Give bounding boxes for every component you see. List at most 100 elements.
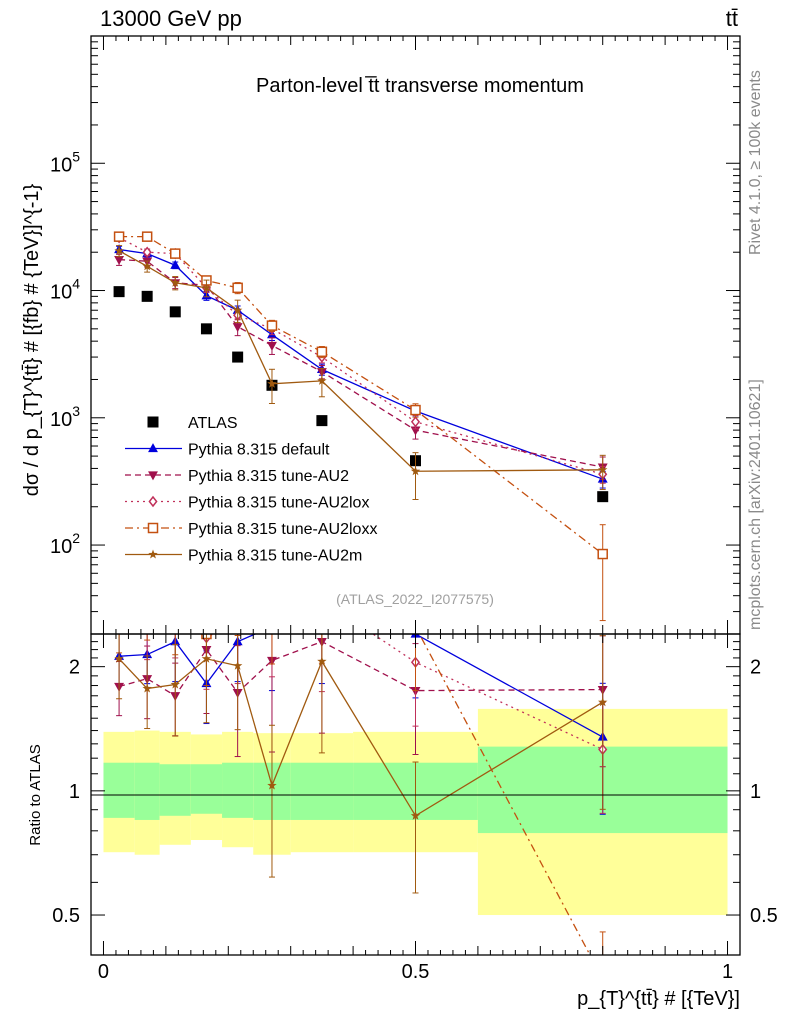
plot-title: Parton-level t̅t transverse momentum xyxy=(256,75,584,97)
ratio-series-pythia-8-315-tune-au2m xyxy=(114,634,608,894)
data-point xyxy=(267,378,277,388)
series-line xyxy=(118,237,603,475)
legend-label: Pythia 8.315 tune-AU2 xyxy=(188,468,349,485)
data-point xyxy=(113,231,125,242)
legend-item: Pythia 8.315 tune-AU2m xyxy=(125,548,362,565)
data-point xyxy=(232,323,243,333)
header-left: 13000 GeV pp xyxy=(100,6,242,31)
mcplots-label: mcplots.cern.ch [arXiv:2401.10621] xyxy=(747,379,764,630)
legend-label: Pythia 8.315 tune-AU2loxx xyxy=(188,521,377,538)
data-point xyxy=(142,683,152,693)
data-point xyxy=(597,491,609,503)
data-point xyxy=(114,255,125,265)
data-point xyxy=(317,614,327,623)
ratio-band-green xyxy=(159,764,191,816)
data-point xyxy=(317,656,327,666)
data-point xyxy=(316,346,328,358)
data-point xyxy=(201,653,212,663)
legend-label: Pythia 8.315 tune-AU2lox xyxy=(188,495,369,512)
data-point xyxy=(266,320,278,331)
data-point xyxy=(317,375,327,385)
y-tick-label: 103 xyxy=(50,403,80,431)
ratio-band-green xyxy=(290,762,354,820)
ratio-y-axis-label: Ratio to ATLAS xyxy=(27,744,44,845)
legend-marker xyxy=(147,522,159,534)
data-point xyxy=(598,464,608,474)
x-tick-label: 0.5 xyxy=(402,961,430,983)
legend-item: Pythia 8.315 tune-AU2loxx xyxy=(125,521,377,538)
data-point xyxy=(144,615,151,624)
data-point xyxy=(232,351,244,363)
data-point xyxy=(267,621,277,630)
data-point xyxy=(267,596,276,605)
data-point xyxy=(268,608,275,617)
x-tick-label: 1 xyxy=(722,961,733,983)
data-point xyxy=(597,548,608,560)
header-right: tt̄ xyxy=(726,6,738,31)
data-point xyxy=(141,231,153,242)
data-point xyxy=(232,305,243,315)
data-point xyxy=(200,323,212,335)
data-point xyxy=(201,282,212,292)
ratio-y-tick-label-left: 1 xyxy=(69,781,80,803)
ratio-plot-series xyxy=(114,567,608,983)
data-point xyxy=(113,286,125,298)
data-point xyxy=(169,248,181,259)
data-point xyxy=(267,780,277,790)
data-point xyxy=(171,599,180,608)
axis-ticks xyxy=(91,35,740,956)
data-point xyxy=(598,697,608,707)
legend-label: ATLAS xyxy=(188,415,238,432)
data-point xyxy=(232,660,243,670)
legend-marker xyxy=(148,443,158,453)
analysis-label: (ATLAS_2022_I2077575) xyxy=(336,591,494,607)
data-point xyxy=(115,615,122,624)
data-point xyxy=(232,282,243,294)
legend-marker xyxy=(148,495,158,508)
ratio-y-tick-label-right: 1 xyxy=(750,781,761,803)
data-point xyxy=(410,466,421,476)
data-point xyxy=(234,615,241,624)
series-line xyxy=(119,236,604,555)
data-point xyxy=(170,259,181,269)
ratio-band-green xyxy=(190,764,223,814)
data-point xyxy=(410,404,421,416)
data-point xyxy=(598,974,607,983)
data-point xyxy=(142,261,152,271)
data-point xyxy=(267,341,277,351)
data-point xyxy=(170,679,180,689)
legend-item: Pythia 8.315 tune-AU2lox xyxy=(125,495,369,512)
y-tick-label: 105 xyxy=(50,148,80,176)
data-point xyxy=(114,653,124,663)
series-line xyxy=(118,250,603,472)
ratio-band-green xyxy=(103,762,135,818)
main-plot-frame xyxy=(90,35,741,635)
rivet-label: Rivet 4.1.0, ≥ 100k events xyxy=(747,70,764,255)
main-y-axis-label: dσ / d p_{T}^{tt̄} # [{fb} # {TeV}]^{-1} xyxy=(21,183,43,496)
ratio-y-tick-label-right: 2 xyxy=(750,657,761,679)
data-point xyxy=(318,596,325,605)
legend-marker xyxy=(148,471,158,481)
ratio-band-green xyxy=(134,762,160,820)
series-pythia-8-315-tune-au2m xyxy=(114,245,608,500)
data-point xyxy=(316,415,328,427)
x-axis-label: p_{T}^{tt̄} # [{TeV}] xyxy=(577,988,740,1010)
data-point xyxy=(317,567,326,576)
legend-item: ATLAS xyxy=(147,415,238,432)
data-point xyxy=(142,246,152,258)
legend-label: Pythia 8.315 tune-AU2m xyxy=(188,548,362,565)
data-point xyxy=(170,277,180,287)
ratio-y-tick-label-right: 0.5 xyxy=(750,905,778,927)
ratio-band-green xyxy=(222,762,254,818)
series-line xyxy=(118,640,603,697)
legend-marker xyxy=(148,549,158,559)
axis-tick-labels: 102 103 104 105 0.5 0.5 1 1 2 2 0 0.5 1 xyxy=(50,148,778,983)
data-point xyxy=(141,290,153,302)
ratio-y-tick-label-left: 2 xyxy=(69,657,80,679)
legend: ATLAS Pythia 8.315 default Pythia 8.315 tu… xyxy=(125,415,377,565)
series-line xyxy=(119,258,603,468)
data-point xyxy=(410,810,421,820)
x-tick-label: 0 xyxy=(98,961,109,983)
data-point xyxy=(410,416,421,428)
